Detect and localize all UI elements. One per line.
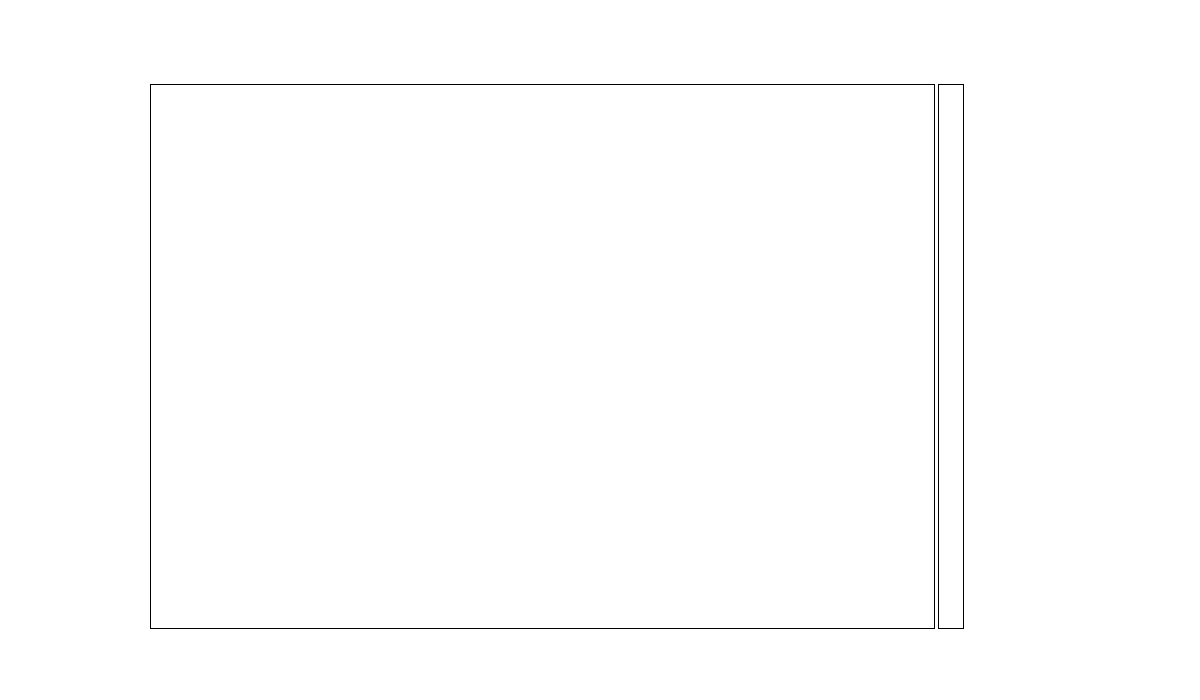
heatmap-plot-area [150,84,935,629]
colorbar-gradient [938,84,964,629]
